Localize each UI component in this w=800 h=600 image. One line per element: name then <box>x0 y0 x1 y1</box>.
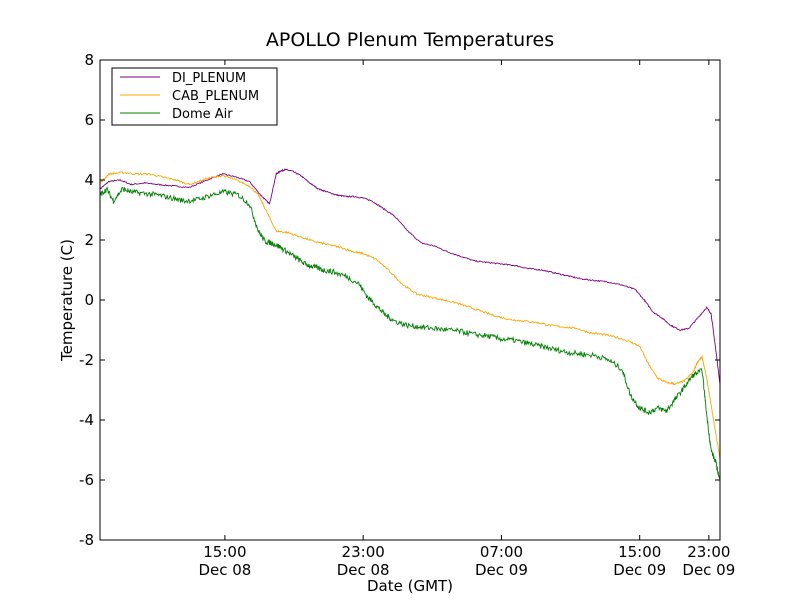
x-axis-label: Date (GMT) <box>367 577 453 595</box>
x-tick-date-label: Dec 08 <box>198 561 251 579</box>
y-tick-label: 8 <box>84 51 94 69</box>
y-tick-label: 0 <box>84 291 94 309</box>
y-tick-label: 2 <box>84 231 94 249</box>
x-tick-date-label: Dec 08 <box>337 561 390 579</box>
y-tick-label: 6 <box>84 111 94 129</box>
chart-title: APOLLO Plenum Temperatures <box>266 29 554 51</box>
x-tick-time-label: 15:00 <box>203 543 246 561</box>
series-line-cab-plenum <box>99 171 721 460</box>
y-tick-label: -6 <box>79 471 94 489</box>
x-tick-date-label: Dec 09 <box>682 561 735 579</box>
x-tick-time-label: 23:00 <box>687 543 730 561</box>
x-tick-date-label: Dec 09 <box>475 561 528 579</box>
x-tick-time-label: 15:00 <box>618 543 661 561</box>
y-tick-label: -2 <box>79 351 94 369</box>
series-line-di-plenum <box>99 168 721 385</box>
y-axis-label: Temperature (C) <box>58 239 76 362</box>
series-layer <box>99 168 721 481</box>
series-line-dome-air <box>99 186 721 481</box>
legend-label-cab-plenum: CAB_PLENUM <box>172 89 259 104</box>
legend: DI_PLENUM CAB_PLENUM Dome Air <box>111 67 278 126</box>
legend-label-di-plenum: DI_PLENUM <box>172 71 246 86</box>
x-tick-time-label: 23:00 <box>342 543 385 561</box>
x-tick-date-label: Dec 09 <box>613 561 666 579</box>
y-tick-label: -4 <box>79 411 94 429</box>
y-tick-label: 4 <box>84 171 94 189</box>
x-tick-time-label: 07:00 <box>480 543 523 561</box>
legend-label-dome-air: Dome Air <box>172 107 233 122</box>
y-tick-label: -8 <box>79 531 94 549</box>
